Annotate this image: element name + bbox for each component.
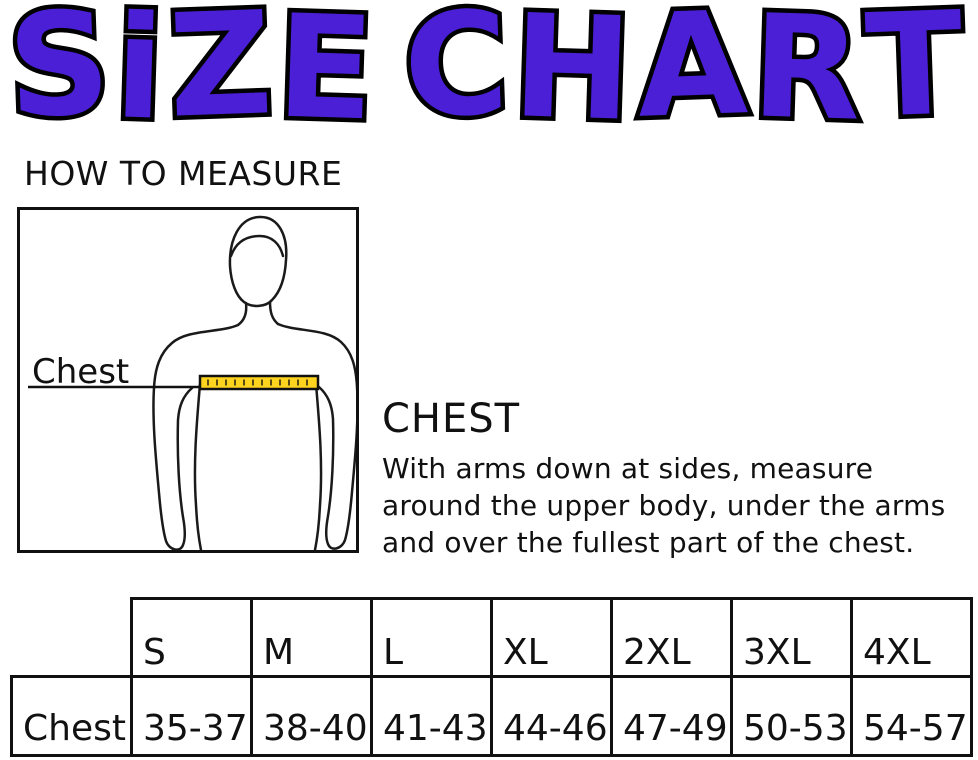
measuring-tape-icon xyxy=(198,374,320,391)
size-value-cell: 41-43 xyxy=(370,675,493,757)
chest-instructions: With arms down at sides, measure around … xyxy=(382,450,978,561)
title-letter: Z xyxy=(162,0,280,154)
title-letter: H xyxy=(506,0,639,157)
body-outline-illustration xyxy=(28,215,356,550)
how-to-measure-heading: HOW TO MEASURE xyxy=(24,154,343,193)
title-letter: S xyxy=(1,0,118,154)
size-value-cell: 35-37 xyxy=(130,675,253,757)
size-value-cell: 47-49 xyxy=(610,675,733,757)
title-letter: C xyxy=(396,0,515,154)
chest-section-heading: CHEST xyxy=(382,396,521,442)
size-column-header: XL xyxy=(490,597,613,678)
title-letter: R xyxy=(745,0,868,157)
title-letter: i xyxy=(108,0,171,156)
instruction-line: and over the fullest part of the chest. xyxy=(382,526,915,559)
measurement-figure: Chest xyxy=(17,207,359,553)
size-value-cell: 38-40 xyxy=(250,675,373,757)
size-table-data-row: Chest 35-37 38-40 41-43 44-46 47-49 50-5… xyxy=(10,675,973,757)
title-letter: T xyxy=(859,0,971,154)
size-value-cell: 50-53 xyxy=(730,675,853,757)
size-column-header: 3XL xyxy=(730,597,853,678)
size-chart-table: S M L XL 2XL 3XL 4XL Chest 35-37 38-40 4… xyxy=(10,597,973,757)
size-column-header: M xyxy=(250,597,373,678)
size-column-header: L xyxy=(370,597,493,678)
size-column-header: 4XL xyxy=(850,597,973,678)
hairline xyxy=(229,234,285,258)
title-letter: A xyxy=(630,0,755,154)
instruction-line: around the upper body, under the arms xyxy=(382,489,946,522)
size-column-header: 2XL xyxy=(610,597,733,678)
size-table-header-row: S M L XL 2XL 3XL 4XL xyxy=(130,597,973,678)
size-column-header: S xyxy=(130,597,253,678)
figure-chest-label: Chest xyxy=(32,352,130,392)
size-value-cell: 54-57 xyxy=(850,675,973,757)
title-letter: E xyxy=(270,0,381,157)
instruction-line: With arms down at sides, measure xyxy=(382,452,874,485)
size-value-cell: 44-46 xyxy=(490,675,613,757)
row-label-cell: Chest xyxy=(10,675,133,757)
